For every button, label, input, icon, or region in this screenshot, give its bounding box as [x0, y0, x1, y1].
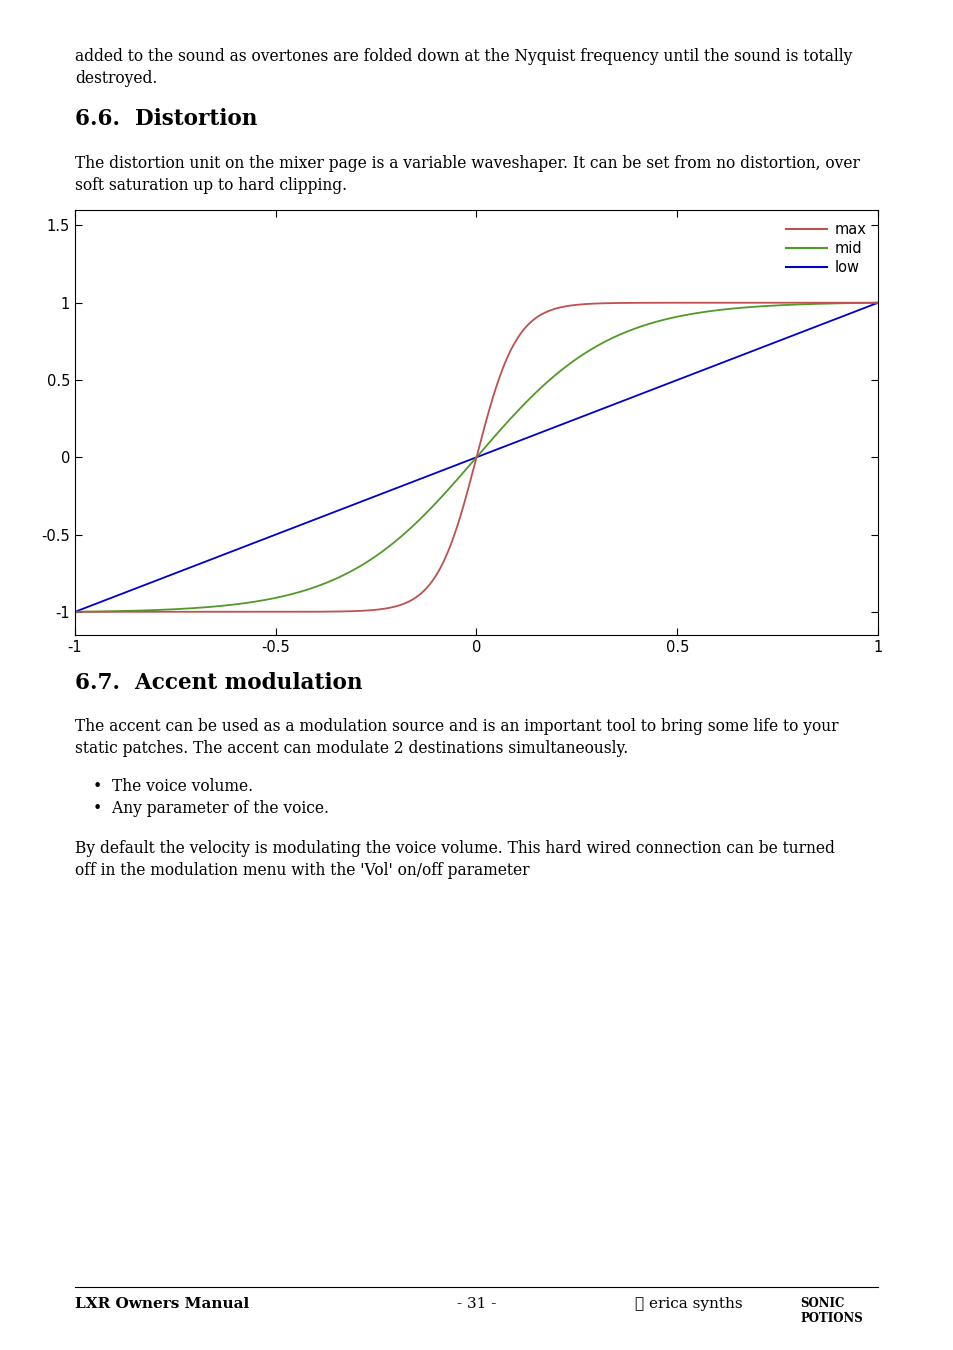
Text: static patches. The accent can modulate 2 destinations simultaneously.: static patches. The accent can modulate … — [75, 740, 628, 757]
Text: off in the modulation menu with the 'Vol' on/off parameter: off in the modulation menu with the 'Vol… — [75, 863, 529, 879]
Text: LXR Owners Manual: LXR Owners Manual — [75, 1297, 249, 1311]
Text: added to the sound as overtones are folded down at the Nyquist frequency until t: added to the sound as overtones are fold… — [75, 49, 851, 65]
Legend: max, mid, low: max, mid, low — [781, 217, 870, 279]
Text: 6.6.  Distortion: 6.6. Distortion — [75, 108, 257, 130]
Text: destroyed.: destroyed. — [75, 70, 157, 86]
Text: The distortion unit on the mixer page is a variable waveshaper. It can be set fr: The distortion unit on the mixer page is… — [75, 155, 859, 171]
Text: •  The voice volume.: • The voice volume. — [92, 778, 253, 795]
Text: ⚙ erica synths: ⚙ erica synths — [635, 1297, 741, 1311]
Text: The accent can be used as a modulation source and is an important tool to bring : The accent can be used as a modulation s… — [75, 718, 838, 734]
Text: soft saturation up to hard clipping.: soft saturation up to hard clipping. — [75, 177, 347, 194]
Text: •  Any parameter of the voice.: • Any parameter of the voice. — [92, 801, 329, 817]
Text: 6.7.  Accent modulation: 6.7. Accent modulation — [75, 672, 362, 694]
Text: By default the velocity is modulating the voice volume. This hard wired connecti: By default the velocity is modulating th… — [75, 840, 834, 857]
Text: SONIC
POTIONS: SONIC POTIONS — [800, 1297, 862, 1324]
Text: - 31 -: - 31 - — [456, 1297, 497, 1311]
